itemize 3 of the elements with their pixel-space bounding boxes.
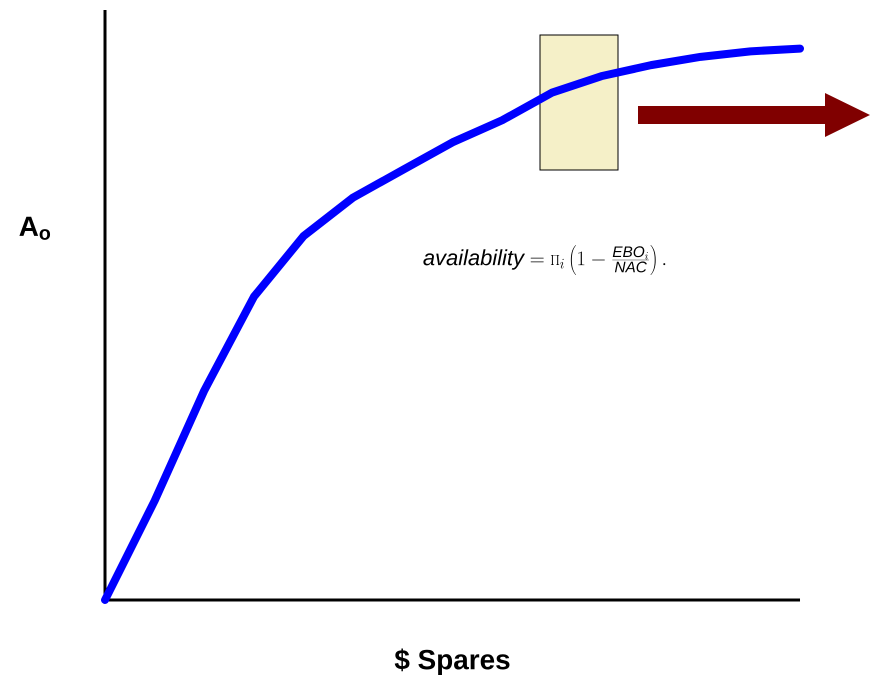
annotation: $\mathit{availability} = \prod_{i} \left(1 - \frac{\mathit{EBO}_{i}}{\mathit{NAC}}\right).$: [423, 245, 666, 275]
y-axis-title: A$_{o}$: [19, 216, 50, 240]
x-axis-title: $ Spares: [394, 648, 510, 675]
